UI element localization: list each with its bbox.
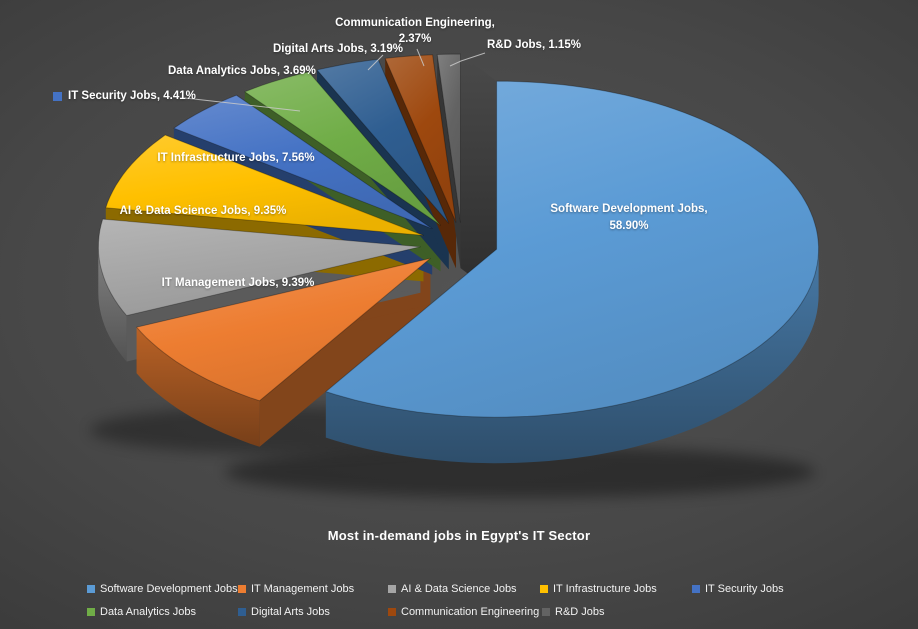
pie-slice-it-security-jobs[interactable]: IT Security Jobs, 4.41%	[173, 94, 433, 230]
legend-label: IT Infrastructure Jobs	[553, 583, 657, 595]
legend-item-it-infrastructure-jobs[interactable]: IT Infrastructure Jobs	[540, 583, 657, 595]
legend-marker-r-d-jobs	[542, 608, 550, 616]
legend-marker-it-security-jobs	[692, 585, 700, 593]
legend-item-data-analytics-jobs[interactable]: Data Analytics Jobs	[87, 606, 196, 618]
pie-slice-digital-arts-jobs[interactable]: Digital Arts Jobs, 3.19%	[316, 58, 450, 224]
pie-slice-software-development-jobs[interactable]: Software Development Jobs, 58.9%	[325, 80, 820, 418]
legend-item-r-d-jobs[interactable]: R&D Jobs	[542, 606, 605, 618]
data-label-it-security-text: IT Security Jobs, 4.41%	[68, 90, 196, 102]
legend-marker-software-development-jobs	[87, 585, 95, 593]
legend-item-software-development-jobs[interactable]: Software Development Jobs	[87, 583, 238, 595]
pie-slice-r-d-jobs[interactable]: R&D Jobs, 1.15%	[436, 53, 461, 223]
data-label-software-development-line2: 58.90%	[609, 220, 649, 232]
legend-label: IT Management Jobs	[251, 583, 355, 595]
legend-marker-communication-engineering	[388, 608, 396, 616]
legend-marker-ai-data-science-jobs	[388, 585, 396, 593]
legend-label: IT Security Jobs	[705, 583, 784, 595]
data-label-communication-engineering-line1: Communication Engineering,	[335, 17, 495, 29]
legend-marker-data-analytics-jobs	[87, 608, 95, 616]
legend-marker-it-infrastructure-jobs	[540, 585, 548, 593]
leader-digital-arts	[367, 54, 384, 71]
data-label-it-infrastructure: IT Infrastructure Jobs, 7.56%	[157, 152, 315, 164]
data-label-digital-arts: Digital Arts Jobs, 3.19%	[273, 43, 403, 55]
data-label-rnd: R&D Jobs, 1.15%	[487, 39, 581, 51]
legend-label: Digital Arts Jobs	[251, 606, 330, 618]
data-label-it-management: IT Management Jobs, 9.39%	[161, 277, 315, 289]
legend-label: R&D Jobs	[555, 606, 605, 618]
legend-marker-it-management-jobs	[238, 585, 246, 593]
pie-slice-it-infrastructure-jobs[interactable]: IT Infrastructure Jobs, 7.56%	[105, 134, 424, 236]
data-label-ai-data-science: AI & Data Science Jobs, 9.35%	[119, 205, 287, 217]
pie-inner-gap-wall	[460, 54, 497, 296]
pie-slice-rim-software-development-jobs	[325, 249, 819, 464]
legend-label: Data Analytics Jobs	[100, 606, 196, 618]
legend-item-it-management-jobs[interactable]: IT Management Jobs	[238, 583, 354, 595]
leader-rnd	[449, 52, 486, 67]
data-label-it-security: IT Security Jobs, 4.41%	[53, 90, 196, 103]
it-security-legend-key-swatch	[53, 92, 62, 101]
data-label-software-development-line1: Software Development Jobs,	[550, 203, 708, 215]
legend-item-ai-data-science-jobs[interactable]: AI & Data Science Jobs	[388, 583, 517, 595]
pie-slice-rim-it-management-jobs	[136, 327, 260, 447]
legend-marker-digital-arts-jobs	[238, 608, 246, 616]
leader-it-security	[184, 97, 301, 112]
legend-label: Communication Engineering	[401, 606, 540, 618]
pie-slice-communication-engineering[interactable]: Communication Engineering, 2.37%	[384, 54, 457, 223]
chart-title: Most in-demand jobs in Egypt's IT Sector	[327, 528, 591, 543]
pie-slice-ai-data-science-jobs[interactable]: AI & Data Science Jobs, 9.35%	[97, 218, 421, 317]
legend-item-communication-engineering[interactable]: Communication Engineering	[388, 606, 539, 618]
data-label-communication-engineering: Communication Engineering, 2.37%	[315, 15, 515, 47]
pie-slice-rim-ai-data-science-jobs	[98, 246, 127, 362]
legend-label: AI & Data Science Jobs	[401, 583, 517, 595]
pie-slice-it-management-jobs[interactable]: IT Management Jobs, 9.39%	[136, 257, 431, 402]
legend-item-digital-arts-jobs[interactable]: Digital Arts Jobs	[238, 606, 330, 618]
data-label-software-development: Software Development Jobs, 58.90%	[498, 201, 760, 235]
data-label-communication-engineering-line2: 2.37%	[398, 33, 432, 45]
legend-label: Software Development Jobs	[100, 583, 238, 595]
legend-item-it-security-jobs[interactable]: IT Security Jobs	[692, 583, 784, 595]
data-label-data-analytics: Data Analytics Jobs, 3.69%	[168, 65, 316, 77]
leader-communication-engineering	[416, 48, 425, 67]
